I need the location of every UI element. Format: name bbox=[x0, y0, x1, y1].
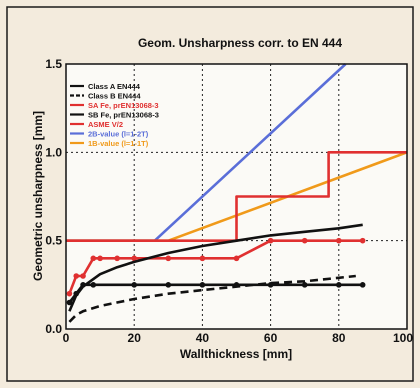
legend-label-3: SB Fe, prEN13068-3 bbox=[88, 111, 159, 120]
x-tick-label-1: 20 bbox=[128, 331, 142, 345]
series-3-point-7 bbox=[233, 282, 240, 288]
y-tick-label-1: 0.5 bbox=[45, 234, 62, 248]
series-3-point-8 bbox=[267, 282, 274, 288]
y-tick-label-2: 1.0 bbox=[45, 145, 62, 159]
series-2-point-3 bbox=[90, 255, 97, 262]
x-axis-title: Wallthickness [mm] bbox=[180, 347, 292, 361]
series-3-point-3 bbox=[90, 282, 97, 288]
series-layer bbox=[66, 63, 408, 323]
legend-item-0: Class A EN444 bbox=[70, 82, 141, 91]
series-2-point-6 bbox=[131, 255, 137, 262]
legend-label-2: SA Fe, prEN13068-3 bbox=[88, 101, 159, 110]
x-tick-label-4: 80 bbox=[332, 331, 346, 345]
chart-title: Geom. Unsharpness corr. to EN 444 bbox=[138, 36, 342, 50]
x-tick-label-5: 100 bbox=[393, 331, 413, 345]
series-3-point-10 bbox=[336, 282, 342, 288]
series-2-point-7 bbox=[165, 255, 172, 262]
legend-label-4: ASME V/2 bbox=[88, 120, 123, 129]
series-3-point-9 bbox=[301, 282, 308, 288]
x-tick-label-3: 60 bbox=[264, 331, 278, 345]
y-axis-title: Geometric unsharpness [mm] bbox=[31, 111, 45, 281]
series-1 bbox=[68, 274, 356, 323]
series-2-point-1 bbox=[73, 273, 80, 279]
legend-label-0: Class A EN444 bbox=[88, 82, 141, 91]
ticks: 0 20 40 60 80 100 0.0 0.5 1.0 1.5 bbox=[45, 57, 413, 345]
series-2-point-2 bbox=[80, 273, 86, 279]
series-line-1 bbox=[68, 274, 356, 323]
x-tick-label-2: 40 bbox=[196, 331, 210, 345]
series-2-point-11 bbox=[301, 237, 308, 244]
x-tick-label-0: 0 bbox=[63, 331, 70, 345]
plot-border bbox=[65, 63, 408, 330]
series-3-point-5 bbox=[165, 282, 172, 288]
legend-label-5: 2B-value (l=1-2T) bbox=[88, 130, 149, 139]
series-2-point-13 bbox=[359, 237, 366, 244]
legend-item-4: ASME V/2 bbox=[70, 120, 123, 129]
series-2-point-9 bbox=[233, 255, 240, 262]
series-4 bbox=[66, 151, 407, 242]
series-3-point-6 bbox=[199, 282, 206, 288]
series-line-0 bbox=[68, 223, 363, 312]
series-2-point-12 bbox=[336, 237, 342, 244]
y-tick-label-3: 1.5 bbox=[45, 57, 62, 71]
series-2-point-0 bbox=[66, 290, 73, 297]
series-2-point-5 bbox=[114, 255, 120, 262]
series-3-point-0 bbox=[66, 299, 73, 306]
series-0 bbox=[68, 223, 363, 312]
legend-label-1: Class B EN444 bbox=[88, 92, 141, 101]
legend-item-3: SB Fe, prEN13068-3 bbox=[70, 111, 159, 120]
series-3-point-4 bbox=[131, 282, 137, 288]
series-line-4 bbox=[66, 151, 407, 242]
series-2-point-8 bbox=[199, 255, 206, 262]
legend-item-1: Class B EN444 bbox=[70, 92, 141, 101]
series-3-point-11 bbox=[359, 282, 366, 288]
legend-item-6: 1B-value (l=1-1T) bbox=[70, 139, 149, 148]
legend-item-5: 2B-value (l=1-2T) bbox=[70, 130, 149, 139]
legend-item-2: SA Fe, prEN13068-3 bbox=[70, 101, 159, 110]
y-tick-label-0: 0.0 bbox=[45, 322, 62, 336]
frame-outer bbox=[6, 6, 414, 382]
legend-label-6: 1B-value (l=1-1T) bbox=[88, 139, 149, 148]
series-2-point-10 bbox=[267, 237, 274, 244]
series-2-point-4 bbox=[97, 255, 103, 262]
